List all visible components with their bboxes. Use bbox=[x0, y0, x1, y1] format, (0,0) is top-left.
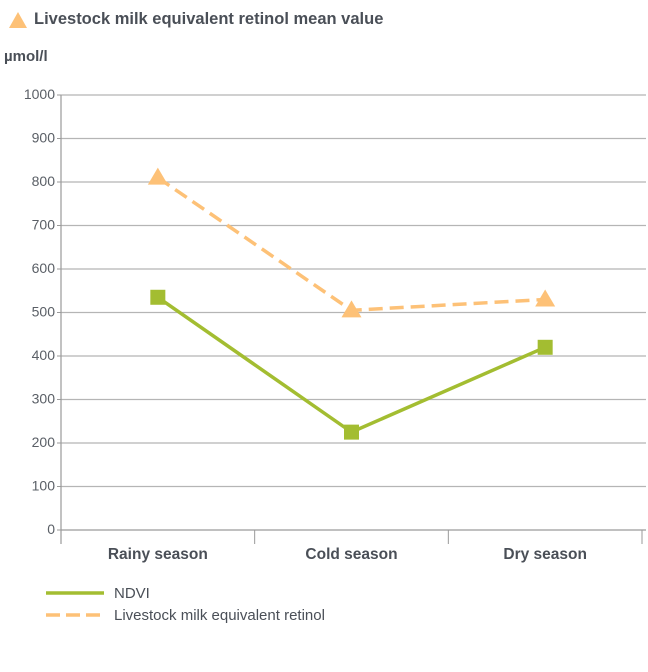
dashed-line-swatch-icon bbox=[46, 613, 104, 617]
series-line-retinol bbox=[156, 176, 546, 313]
series-line-ndvi bbox=[156, 295, 546, 434]
data-point-triangle bbox=[147, 167, 168, 185]
y-tick-label: 500 bbox=[32, 304, 56, 320]
legend-item-retinol: Livestock milk equivalent retinol bbox=[46, 604, 325, 626]
y-tick-label: 0 bbox=[47, 521, 55, 537]
y-axis-ticks: 0 100 200 300 400 500 600 700 800 900 1000 bbox=[24, 86, 61, 537]
solid-line-swatch-icon bbox=[46, 591, 104, 595]
y-tick-label: 600 bbox=[32, 260, 56, 276]
legend-label: Livestock milk equivalent retinol bbox=[114, 606, 325, 624]
data-point-triangle bbox=[535, 289, 556, 307]
x-tick-label: Cold season bbox=[305, 546, 397, 563]
y-tick-label: 200 bbox=[32, 434, 56, 450]
data-point-triangle bbox=[341, 300, 362, 318]
data-point-square bbox=[537, 339, 553, 355]
y-tick-label: 300 bbox=[32, 391, 56, 407]
y-tick-label: 800 bbox=[32, 173, 56, 189]
y-tick-label: 900 bbox=[32, 130, 56, 146]
chart-title: Livestock milk equivalent retinol mean v… bbox=[34, 10, 384, 28]
y-axis-unit-label: µmol/l bbox=[4, 48, 48, 65]
data-point-square bbox=[344, 424, 359, 440]
triangle-marker-icon bbox=[9, 11, 27, 28]
legend: NDVI Livestock milk equivalent retinol bbox=[46, 582, 325, 626]
x-tick-label: Dry season bbox=[503, 546, 587, 563]
y-tick-label: 700 bbox=[32, 217, 56, 233]
y-tick-label: 400 bbox=[32, 347, 56, 363]
x-axis: Rainy season Cold season Dry season bbox=[60, 95, 643, 563]
legend-label: NDVI bbox=[114, 584, 150, 602]
y-tick-label: 1000 bbox=[24, 86, 55, 102]
line-chart: 0 100 200 300 400 500 600 700 800 900 1000 Rainy s… bbox=[24, 86, 646, 563]
data-point-square bbox=[150, 289, 166, 305]
x-tick-label: Rainy season bbox=[108, 546, 208, 563]
legend-item-ndvi: NDVI bbox=[46, 582, 325, 604]
y-tick-label: 100 bbox=[32, 478, 56, 494]
series-markers bbox=[147, 167, 556, 440]
chart-title-row: Livestock milk equivalent retinol mean v… bbox=[8, 10, 383, 29]
